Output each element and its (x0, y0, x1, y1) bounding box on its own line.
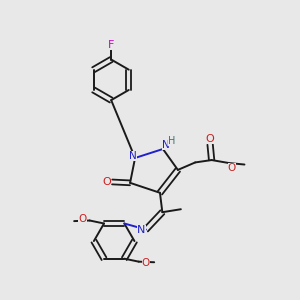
Text: F: F (108, 40, 114, 50)
Text: N: N (137, 225, 146, 236)
Text: O: O (78, 214, 87, 224)
Text: N: N (129, 151, 136, 160)
Text: O: O (142, 258, 150, 268)
Text: N: N (162, 140, 170, 150)
Text: H: H (168, 136, 175, 146)
Text: O: O (206, 134, 214, 144)
Text: O: O (228, 163, 236, 172)
Text: O: O (102, 177, 111, 187)
